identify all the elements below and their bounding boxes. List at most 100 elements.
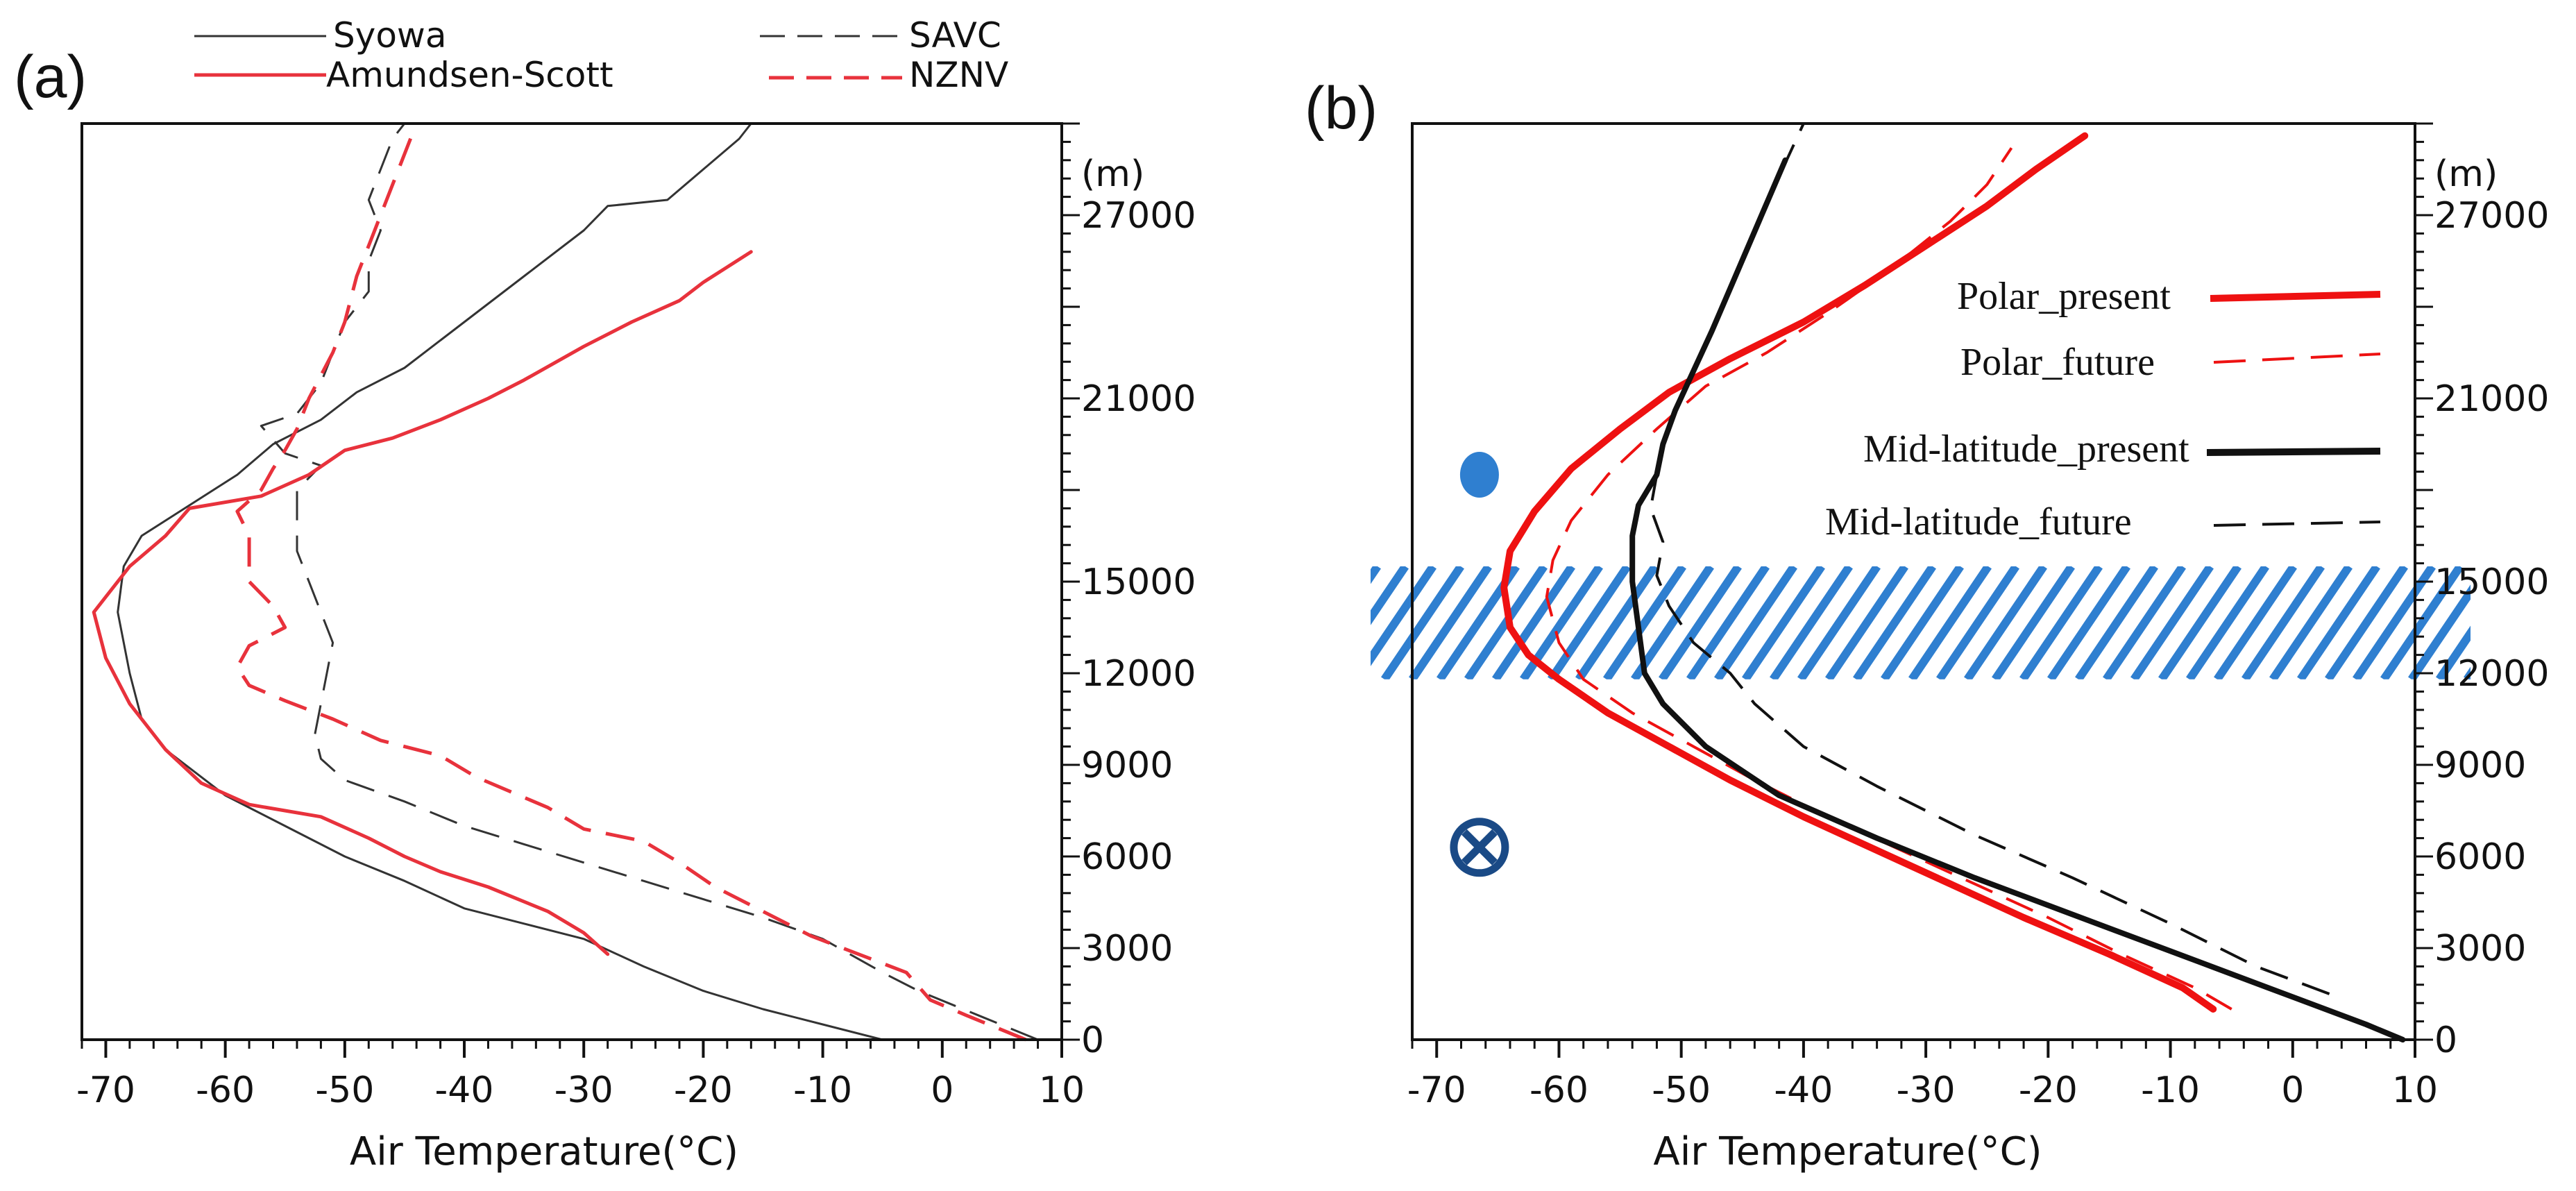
hatch-stroke: [1686, 566, 1770, 679]
x-tick-label: -30: [554, 1070, 613, 1111]
panel-label: (b): [1305, 75, 1378, 142]
y-unit-label: (m): [2434, 153, 2498, 195]
hatch-stroke: [1631, 566, 1714, 679]
x-tick-label: -30: [1897, 1070, 1956, 1111]
hatch-stroke: [2158, 566, 2242, 679]
hatch-stroke: [1881, 566, 1964, 679]
hatch-stroke: [2019, 566, 2103, 679]
x-tick-label: 0: [931, 1070, 954, 1111]
hatch-stroke: [2408, 584, 2471, 679]
y-tick-label: 9000: [2434, 745, 2526, 786]
hatch-stroke: [1992, 566, 2075, 679]
x-tick-label: -40: [435, 1070, 494, 1111]
cross-circle-ring: [1450, 818, 1509, 877]
x-tick-label: -10: [2141, 1070, 2200, 1111]
x-tick-label: -20: [674, 1070, 733, 1111]
hatch-stroke: [1273, 566, 1350, 679]
hatch-stroke: [2214, 566, 2297, 679]
hatch-stroke: [1825, 566, 1908, 679]
hatch-stroke: [1492, 566, 1575, 679]
hatch-stroke: [2436, 625, 2471, 679]
y-tick-label: 27000: [2434, 195, 2549, 237]
x-axis-title: Air Temperature(°C): [350, 1129, 738, 1174]
x-tick-label: -70: [76, 1070, 135, 1111]
series-line-nznv: [235, 123, 1027, 1042]
x-tick-label: 0: [2281, 1070, 2304, 1111]
hatch-stroke: [2103, 566, 2186, 679]
y-tick-label: 9000: [1081, 745, 1173, 786]
y-tick-label: 21000: [1081, 378, 1196, 420]
y-tick-label: 15000: [1081, 561, 1196, 603]
y-unit-label: (m): [1081, 153, 1144, 195]
dot-symbol: [1459, 452, 1499, 498]
legend-swatch: [2213, 521, 2381, 527]
panel-a: (a) -70 -60 -50 -40 -30 -20 -10 0 10 0 3000 6000 9000…: [14, 15, 1196, 1174]
x-tick-label: -50: [1652, 1070, 1711, 1111]
hatch-stroke: [1742, 566, 1825, 679]
hatch-stroke: [2325, 566, 2408, 679]
series-line-mid-latitude-future: [1649, 123, 2330, 995]
hatch-stroke: [1714, 566, 1797, 679]
legend-label: Mid-latitude_future: [1825, 500, 2132, 543]
panel-b: (b) -70 -60 -50 -40 -30 -20 -10 0 10 0 3000 6000 9000…: [1273, 75, 2576, 1174]
y-tick-label: 6000: [1081, 836, 1173, 878]
legend-label: Polar_present: [1957, 275, 2171, 318]
hatch-stroke: [1603, 566, 1686, 679]
y-tick-label: 0: [1081, 1020, 1104, 1061]
hatch-stroke: [1381, 566, 1464, 679]
hatch-band: [1273, 566, 2576, 679]
y-tick-label: 27000: [1081, 195, 1196, 237]
hatch-stroke: [2242, 566, 2325, 679]
hatch-stroke: [1936, 566, 2019, 679]
legend-label: Mid-latitude_present: [1863, 428, 2189, 471]
hatch-stroke: [1371, 566, 1381, 584]
hatch-stroke: [1575, 566, 1659, 679]
hatch-stroke: [2297, 566, 2380, 679]
x-axis-title: Air Temperature(°C): [1653, 1129, 2042, 1174]
hatch-stroke: [1409, 566, 1492, 679]
hatch-stroke: [2047, 566, 2130, 679]
y-tick-label: 12000: [2434, 653, 2549, 695]
series-line-syowa: [117, 122, 884, 1041]
legend-label: Amundsen-Scott: [326, 55, 613, 95]
x-tick-label: -70: [1407, 1070, 1466, 1111]
hatch-stroke: [2130, 566, 2214, 679]
x-tick-label: -60: [196, 1070, 255, 1111]
y-tick-label: 12000: [1081, 653, 1196, 695]
x-tick-label: 10: [2392, 1070, 2438, 1111]
series-line-polar-future: [1545, 147, 2232, 1011]
hatch-stroke: [1853, 566, 1936, 679]
hatch-stroke: [2186, 566, 2269, 679]
x-tick-label: -10: [793, 1070, 852, 1111]
series-line-polar-present: [1500, 132, 2217, 1013]
hatch-stroke: [2380, 566, 2464, 679]
hatch-stroke: [1548, 566, 1631, 679]
hatch-stroke: [1371, 566, 1409, 625]
hatch-stroke: [2550, 566, 2576, 679]
hatch-stroke: [1770, 566, 1853, 679]
hatch-stroke: [1797, 566, 1881, 679]
hatch-stroke: [1964, 566, 2047, 679]
panel-label: (a): [14, 44, 87, 110]
hatch-stroke: [1659, 566, 1742, 679]
cross-line-2: [1461, 829, 1498, 865]
series-line-savc: [260, 123, 1039, 1041]
hatch-lines: [1273, 566, 2576, 679]
hatch-stroke: [2075, 566, 2158, 679]
y-tick-label: 6000: [2434, 836, 2526, 878]
y-tick-label: 21000: [2434, 378, 2549, 420]
hatch-stroke: [2269, 566, 2353, 679]
cross-circle-symbol: [1450, 818, 1509, 877]
series-line-amundsen-scott: [92, 250, 753, 956]
x-tick-label: -50: [315, 1070, 374, 1111]
legend-label: Syowa: [333, 15, 446, 56]
y-tick-label: 3000: [2434, 928, 2526, 970]
y-tick-label: 3000: [1081, 928, 1173, 970]
legend-label: NZNV: [909, 55, 1008, 95]
x-tick-label: -20: [2019, 1070, 2078, 1111]
legend-swatch: [2213, 353, 2381, 364]
x-tick-label: 10: [1039, 1070, 1085, 1111]
hatch-stroke: [1371, 566, 1437, 666]
hatch-stroke: [1908, 566, 1992, 679]
